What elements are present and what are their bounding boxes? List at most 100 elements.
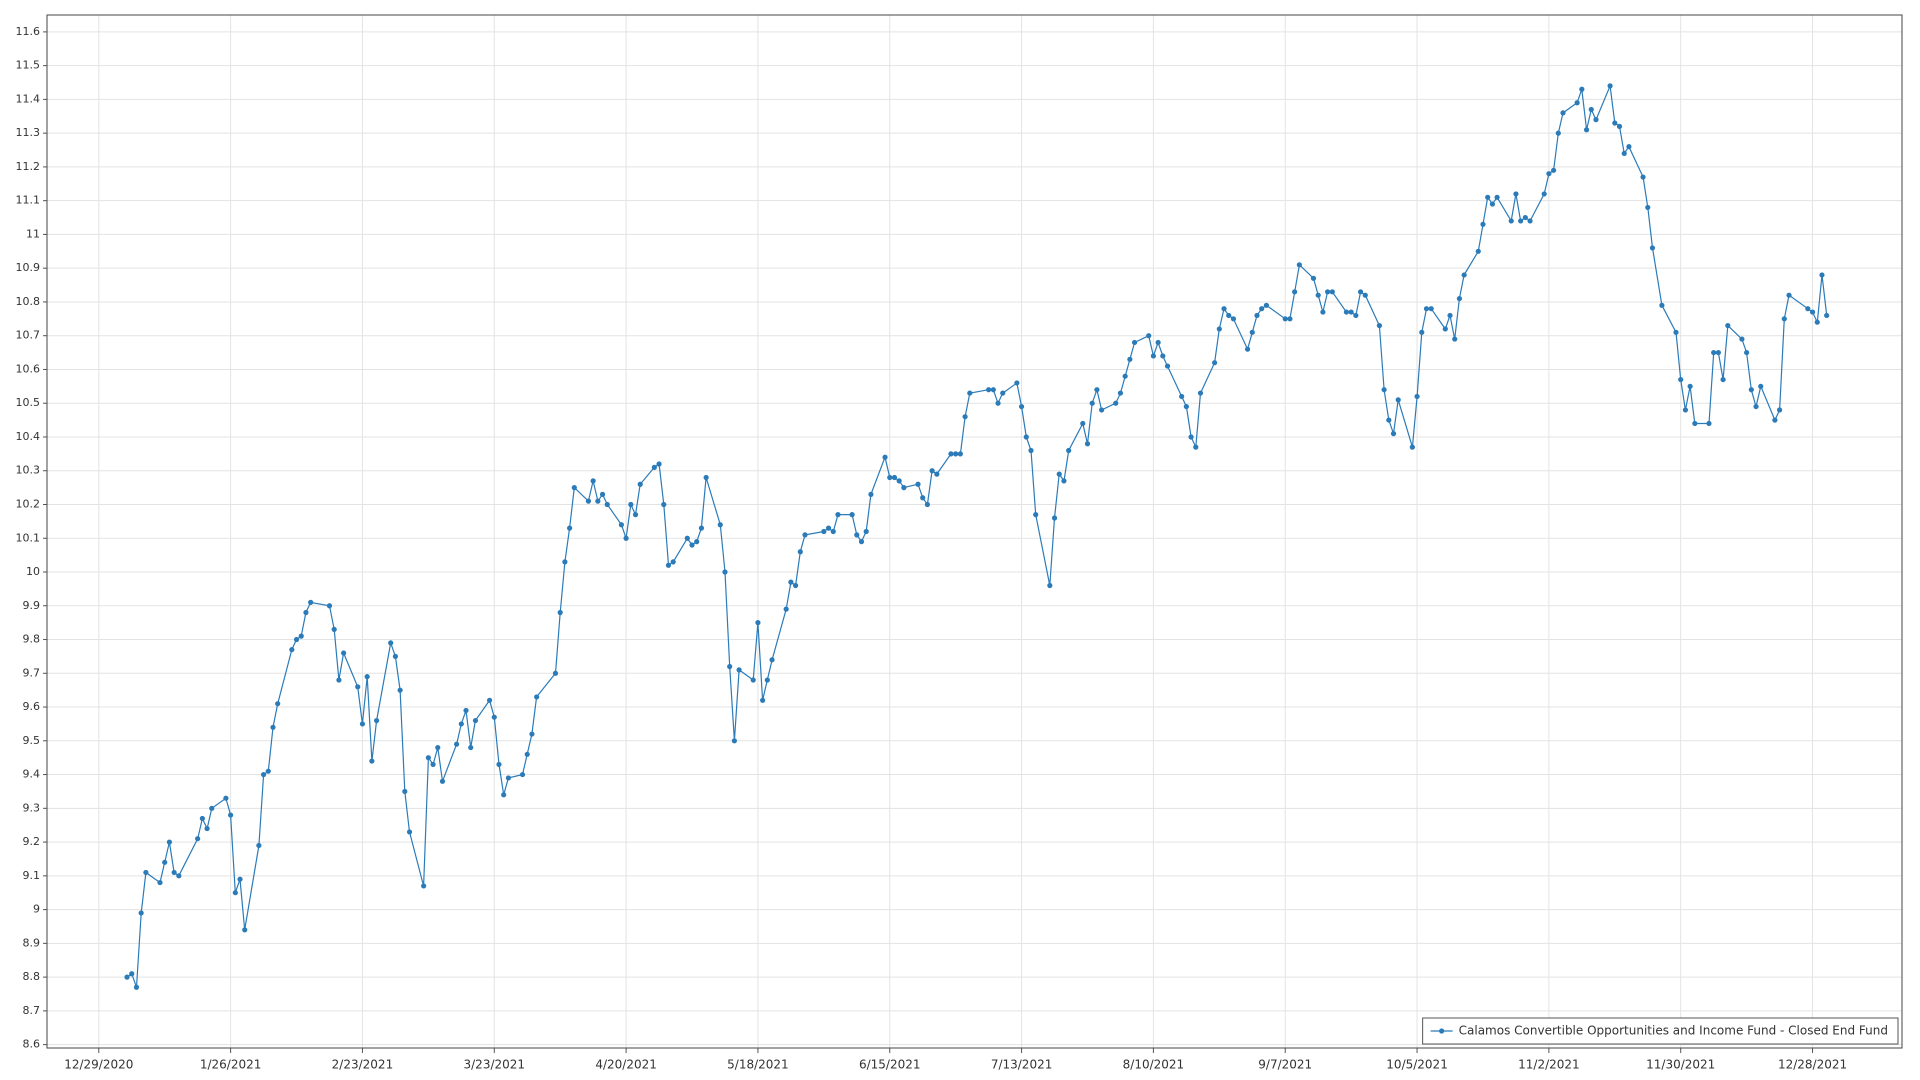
point xyxy=(369,758,375,764)
point xyxy=(439,778,446,784)
point xyxy=(355,684,361,690)
point xyxy=(232,890,238,896)
point xyxy=(835,512,841,518)
point xyxy=(1259,306,1265,312)
point xyxy=(1574,100,1580,106)
point xyxy=(1485,194,1491,200)
point xyxy=(995,400,1001,406)
y-tick-label: 11.6 xyxy=(16,25,41,38)
point xyxy=(1023,434,1029,440)
y-tick-label: 9.8 xyxy=(23,633,41,646)
point xyxy=(1555,130,1561,136)
point xyxy=(1216,326,1222,332)
point xyxy=(157,879,163,886)
point xyxy=(1616,123,1623,130)
y-tick-label: 9.3 xyxy=(23,801,41,814)
point xyxy=(1292,289,1298,295)
point xyxy=(1325,289,1331,295)
point xyxy=(769,657,775,663)
point xyxy=(406,829,413,835)
point xyxy=(1494,194,1500,200)
point xyxy=(1033,512,1039,518)
point xyxy=(1593,117,1599,123)
point xyxy=(1550,167,1557,173)
point xyxy=(454,741,460,747)
point xyxy=(1753,403,1759,410)
y-tick-label: 9.5 xyxy=(23,734,41,747)
point xyxy=(237,876,243,882)
point xyxy=(341,650,347,656)
point xyxy=(632,512,639,518)
y-tick-label: 10.7 xyxy=(16,329,41,342)
point xyxy=(821,528,827,535)
point xyxy=(402,788,408,795)
point xyxy=(1084,441,1091,447)
point xyxy=(265,768,271,774)
point xyxy=(1489,201,1495,207)
point xyxy=(1748,387,1754,393)
point xyxy=(1607,83,1613,89)
y-tick-label: 9.7 xyxy=(23,666,41,679)
point xyxy=(430,761,436,768)
point xyxy=(336,677,342,683)
point xyxy=(1659,302,1665,308)
point xyxy=(270,724,276,730)
point xyxy=(849,512,855,518)
point xyxy=(901,485,907,491)
point xyxy=(1423,306,1430,312)
y-tick-label: 10.9 xyxy=(16,261,41,274)
point xyxy=(1329,289,1335,295)
x-tick-label: 10/5/2021 xyxy=(1386,1058,1448,1072)
point xyxy=(736,667,742,673)
y-tick-label: 11.5 xyxy=(16,59,41,72)
point xyxy=(1419,329,1425,335)
point xyxy=(670,559,676,565)
plot-area xyxy=(47,15,1902,1048)
point xyxy=(1183,403,1189,410)
point xyxy=(750,677,756,683)
point xyxy=(590,478,596,484)
point xyxy=(1353,312,1359,319)
point xyxy=(1254,312,1260,319)
point xyxy=(557,609,563,616)
point xyxy=(195,836,201,842)
point xyxy=(392,653,399,660)
point xyxy=(1518,218,1524,224)
point xyxy=(915,481,921,487)
x-tick-label: 12/28/2021 xyxy=(1778,1058,1847,1072)
point xyxy=(1452,336,1458,342)
point xyxy=(1409,444,1415,450)
legend-marker xyxy=(1439,1028,1445,1034)
y-tick-label: 10.8 xyxy=(16,295,41,308)
point xyxy=(1447,312,1453,319)
y-tick-label: 10.3 xyxy=(16,464,41,477)
y-tick-label: 8.9 xyxy=(23,936,41,949)
y-tick-label: 8.8 xyxy=(23,970,41,983)
point xyxy=(1541,191,1547,197)
point xyxy=(143,869,149,876)
point xyxy=(1221,306,1227,312)
point xyxy=(162,859,168,865)
point xyxy=(1824,312,1830,319)
point xyxy=(1315,292,1321,298)
point xyxy=(760,697,766,703)
y-tick-label: 10.2 xyxy=(16,497,41,510)
x-tick-label: 1/26/2021 xyxy=(200,1058,262,1072)
point xyxy=(293,636,300,643)
y-tick-label: 9.1 xyxy=(23,869,41,882)
point xyxy=(783,606,789,612)
x-tick-label: 9/7/2021 xyxy=(1258,1058,1312,1072)
point xyxy=(1287,316,1293,322)
point xyxy=(425,755,431,761)
y-tick-label: 8.6 xyxy=(23,1038,41,1051)
x-tick-label: 4/20/2021 xyxy=(595,1058,657,1072)
point xyxy=(1706,420,1712,427)
point xyxy=(373,717,380,724)
x-tick-label: 11/2/2021 xyxy=(1518,1058,1580,1072)
point xyxy=(1117,390,1124,396)
point xyxy=(1640,174,1646,180)
point xyxy=(242,927,248,933)
point xyxy=(1715,349,1721,356)
point xyxy=(1249,329,1255,335)
point xyxy=(599,491,606,497)
